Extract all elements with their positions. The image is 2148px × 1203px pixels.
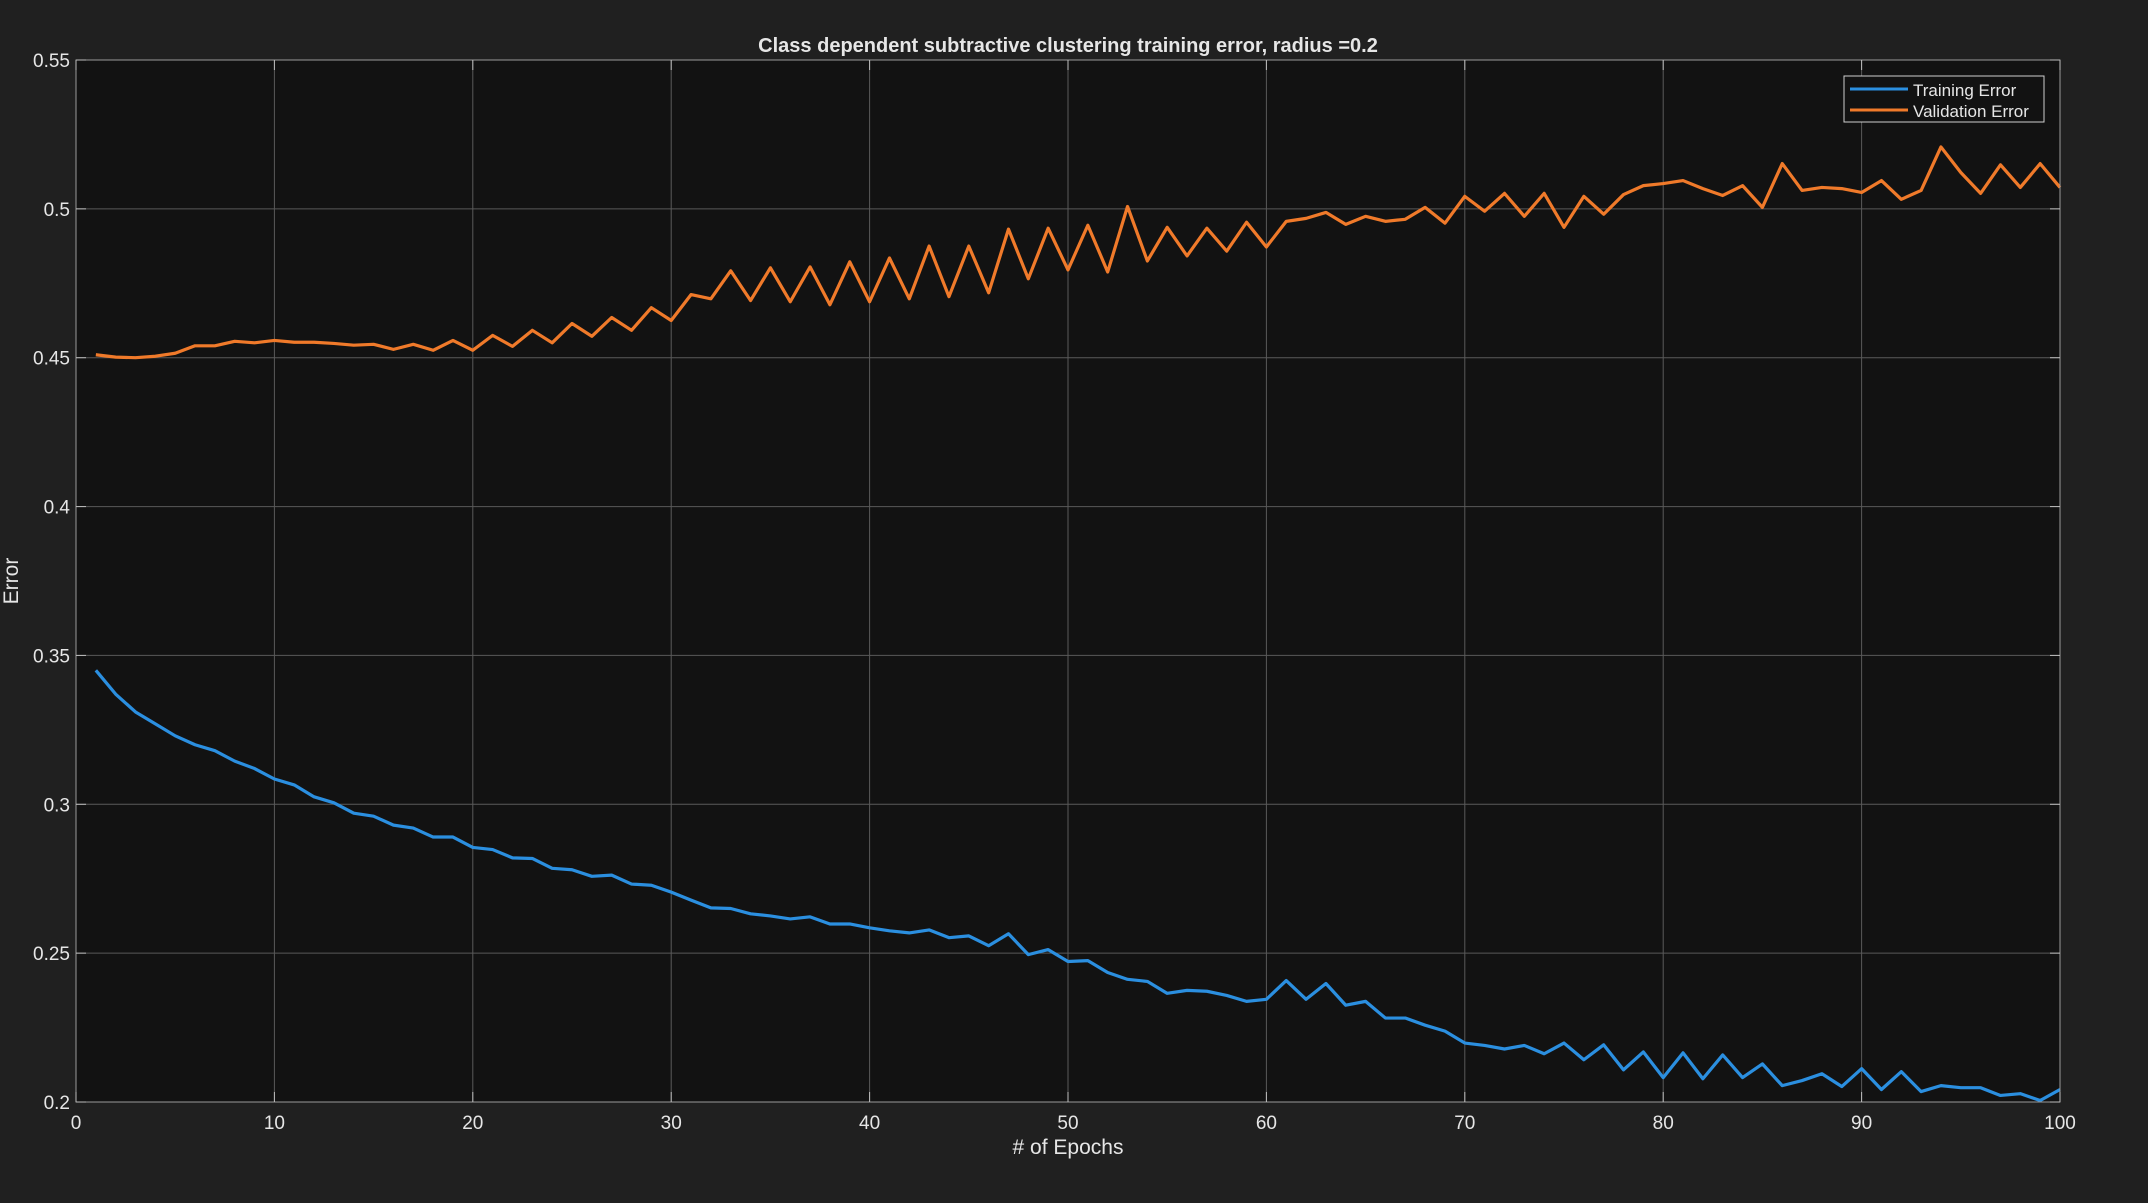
x-tick-label: 80 — [1653, 1113, 1674, 1134]
y-tick-label: 0.45 — [33, 349, 70, 370]
x-axis-label: # of Epochs — [1013, 1136, 1124, 1159]
y-axis-label: Error — [0, 558, 23, 605]
y-tick-label: 0.3 — [44, 795, 70, 816]
series-line-training-error — [94, 669, 2061, 1103]
x-tick-label: 100 — [2044, 1113, 2076, 1134]
x-tick-label: 0 — [71, 1113, 82, 1134]
tick-marks — [75, 59, 2061, 1103]
legend: Training Error Validation Error — [1843, 75, 2045, 123]
y-tick-label: 0.25 — [33, 944, 70, 965]
legend-label-training-error: Training Error — [1913, 81, 2017, 100]
x-tick-label: 40 — [859, 1113, 880, 1134]
x-tick-label: 30 — [661, 1113, 682, 1134]
x-tick-label: 20 — [462, 1113, 483, 1134]
y-tick-label: 0.35 — [33, 646, 70, 667]
legend-box — [1843, 75, 2045, 123]
x-tick-label: 50 — [1057, 1113, 1078, 1134]
series-line-validation-error — [95, 145, 2062, 360]
y-tick-label: 0.5 — [44, 200, 70, 221]
x-tick-label: 90 — [1851, 1113, 1872, 1134]
x-tick-label: 60 — [1256, 1113, 1277, 1134]
y-tick-label: 0.4 — [44, 498, 71, 519]
series-layer — [94, 145, 2062, 1103]
y-tick-labels: 0.2 0.25 0.3 0.35 0.4 0.45 0.5 0.55 — [33, 51, 70, 1114]
x-tick-label: 70 — [1454, 1113, 1475, 1134]
x-tick-label: 10 — [264, 1113, 285, 1134]
chart-title: Class dependent subtractive clustering t… — [758, 35, 1378, 57]
y-tick-label: 0.2 — [44, 1093, 70, 1114]
y-tick-label: 0.55 — [33, 51, 70, 72]
legend-label-validation-error: Validation Error — [1913, 102, 2029, 121]
x-tick-labels: 0 10 20 30 40 50 60 70 80 90 100 — [71, 1113, 2076, 1134]
